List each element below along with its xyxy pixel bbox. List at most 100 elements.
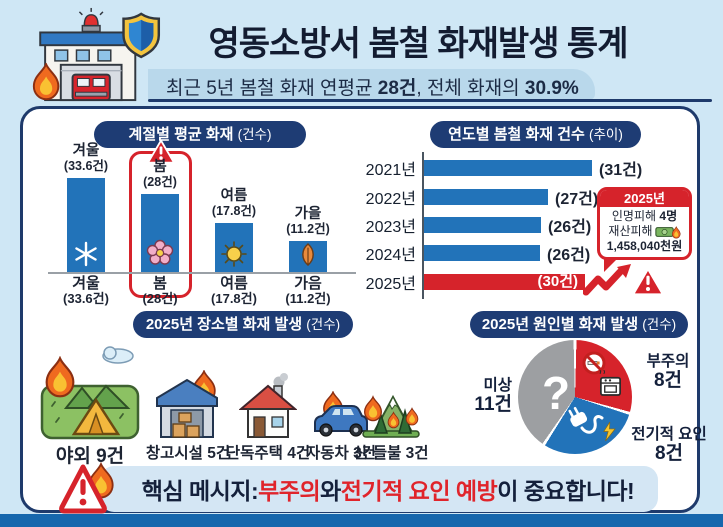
stove-icon [599, 370, 621, 396]
season-name: 겨울 [72, 143, 100, 160]
season-bar-label: 여름 (17.8건) [197, 188, 271, 219]
year-row-2025: 2025년 (30건) [348, 272, 585, 293]
axis-label-autumn: 가음 (11.2건) [285, 275, 331, 307]
place-label-house: 단독주택 4건 [225, 445, 311, 462]
cause-pie: ? [518, 340, 632, 454]
season-column-spring: 봄 (28건) [123, 140, 197, 273]
section-title-yearly-suffix: (추이) [589, 127, 623, 142]
seasonal-axis [48, 272, 356, 274]
bottom-band [0, 514, 723, 527]
season-value: (11.2건) [286, 222, 330, 237]
pie-label-carelessness: 부주의 8건 [646, 353, 690, 392]
year-value: (26건) [547, 247, 591, 264]
yearly-axis [422, 152, 424, 299]
year-bar [424, 245, 540, 261]
header-divider [148, 99, 712, 102]
section-title-causes: 2025년 원인별 화재 발생 (건수) [470, 311, 688, 338]
house-fire-icon [239, 373, 297, 438]
place-label-car: 자동차 3건 [306, 445, 376, 462]
season-value: (33.6건) [63, 159, 109, 174]
subtitle-average: 28건 [377, 78, 417, 99]
plug-icon [568, 406, 604, 434]
section-title-places: 2025년 장소별 화재 발생 (건수) [133, 311, 353, 338]
section-title-places-suffix: (건수) [306, 317, 341, 332]
place-label-outdoor: 야외 9건 [55, 446, 125, 467]
warning-flame-icon [59, 463, 114, 514]
shield-icon [122, 12, 161, 59]
section-title-seasonal: 계절별 평균 화재 (건수) [94, 121, 306, 148]
key-message-part: 부주의 [258, 478, 321, 504]
property-value-line: 1,458,040천원 [606, 239, 683, 253]
season-bar [67, 178, 105, 273]
section-title-seasonal-text: 계절별 평균 화재 [128, 126, 238, 143]
snowflake-icon [75, 241, 97, 267]
subtitle-mid: , 전체 화재의 [416, 78, 525, 99]
axis-label-winter: 겨울 (33.6건) [63, 275, 109, 307]
season-bar [215, 223, 253, 273]
subtitle-percent: 30.9% [524, 78, 579, 99]
trend-up-arrow-icon [583, 264, 631, 296]
section-title-causes-text: 2025년 원인별 화재 발생 [481, 316, 643, 333]
season-column-autumn: 가을 (11.2건) [271, 140, 345, 273]
fire-station-icon [32, 7, 161, 102]
subtitle-pre: 최근 5년 봄철 화재 연평균 [166, 78, 378, 99]
season-value: (28건) [143, 175, 177, 190]
subtitle: 최근 5년 봄철 화재 연평균 28건, 전체 화재의 30.9% [166, 73, 596, 100]
callout-year: 2025년 [600, 190, 689, 207]
place-label-wildfire: 산·들불 3건 [353, 445, 429, 462]
year-bar [424, 160, 592, 176]
pie-label-unknown: 미상 11건 [474, 377, 512, 416]
place-label-warehouse: 창고시설 5건 [145, 445, 231, 462]
season-name: 가을 [294, 206, 322, 223]
season-bar-label: 겨울 (33.6건) [49, 143, 123, 174]
key-message-text: 핵심 메시지: 부주의 와 전기적 요인 예방 이 중요합니다! [118, 466, 658, 512]
no-smoking-icon [582, 351, 606, 375]
year-value: (27건) [555, 191, 599, 208]
year-label: 2023년 [365, 219, 416, 236]
car-fire-icon [314, 391, 368, 437]
season-bar [289, 241, 327, 273]
casualty-line: 인명피해 4명 [611, 209, 678, 223]
lightning-icon [603, 422, 616, 441]
year-row-2021: 2021년 (31건) [348, 158, 643, 179]
season-name: 봄 [153, 159, 167, 176]
year-value: (26건) [548, 219, 592, 236]
year-value: (31건) [599, 162, 643, 179]
page-title: 영동소방서 봄철 화재발생 통계 [208, 25, 629, 63]
year-label: 2022년 [365, 191, 416, 208]
cloud-icon [102, 346, 134, 364]
wildfire-icon [362, 394, 420, 438]
property-line: 재산피해 [602, 224, 687, 239]
year-row-2022: 2022년 (27건) [348, 187, 599, 208]
season-bar-label: 봄 (28건) [123, 159, 197, 190]
year-row-2023: 2023년 (26건) [348, 215, 592, 236]
year-label: 2024년 [365, 247, 416, 264]
year-label: 2025년 [365, 276, 416, 293]
season-value: (17.8건) [211, 204, 257, 219]
pie-label-electrical: 전기적 요인 8건 [631, 426, 707, 465]
subtitle-strip [148, 69, 595, 100]
axis-label-spring: 봄 (28건) [142, 275, 178, 307]
season-column-summer: 여름 (17.8건) [197, 140, 271, 273]
callout-tail [604, 257, 619, 272]
warning-icon [632, 266, 664, 296]
key-message-part: 전기적 요인 예방 [340, 478, 498, 504]
key-message-part: 이 중요합니다! [497, 478, 635, 504]
money-fire-icon [654, 226, 681, 239]
section-title-causes-suffix: (건수) [642, 317, 677, 332]
season-bar-label: 가을 (11.2건) [271, 206, 345, 237]
year-row-2024: 2024년 (26건) [348, 243, 591, 264]
season-column-winter: 겨울 (33.6건) [49, 140, 123, 273]
year-bar-highlight: (30건) [424, 274, 585, 290]
axis-label-summer: 여름 (17.8건) [211, 275, 257, 307]
key-message-bar [100, 466, 658, 512]
question-mark: ? [541, 367, 571, 419]
season-name: 여름 [220, 188, 248, 205]
warehouse-fire-icon [156, 370, 218, 438]
year-value-inside: (30건) [537, 273, 578, 290]
damage-callout: 2025년 인명피해 4명 재산피해 1,458,040천원 [597, 187, 692, 260]
key-message-part: 핵심 메시지: [141, 478, 259, 504]
sun-icon [221, 241, 247, 267]
campsite-fire-icon [40, 346, 140, 440]
